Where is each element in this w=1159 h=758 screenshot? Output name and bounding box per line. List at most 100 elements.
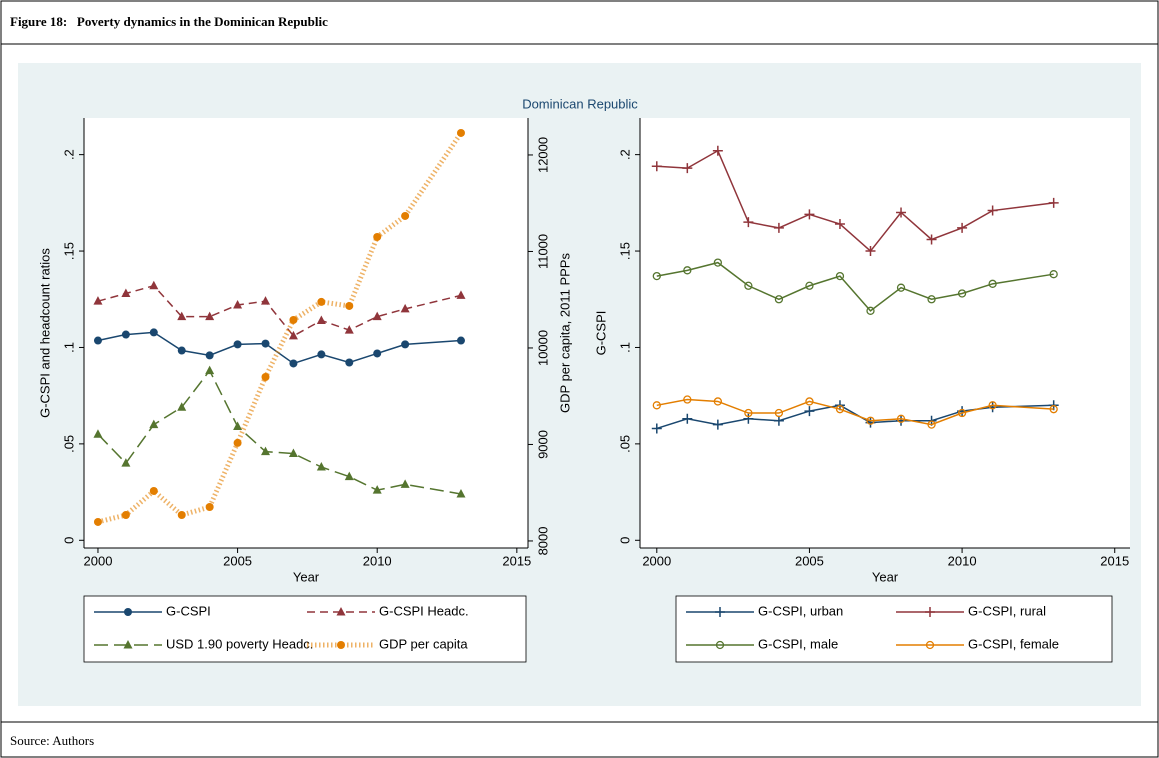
y2-axis-label: GDP per capita, 2011 PPPs (557, 253, 572, 413)
marker (683, 395, 692, 404)
marker (743, 413, 754, 424)
series-line (656, 261, 1054, 312)
marker (344, 471, 354, 481)
marker (651, 423, 662, 434)
x-tick-label: 2015 (502, 553, 531, 568)
marker (1049, 405, 1058, 414)
legend-label: GDP per capita (379, 636, 468, 651)
marker (866, 416, 875, 425)
x-tick-label: 2010 (948, 553, 977, 568)
x-tick-label: 2000 (642, 553, 671, 568)
y2-tick-label: 12000 (535, 137, 550, 173)
plot-area (640, 118, 1130, 548)
marker (957, 289, 967, 298)
y2-tick-label: 8000 (535, 526, 550, 555)
marker (957, 408, 967, 418)
marker (233, 300, 243, 309)
marker (336, 607, 346, 616)
marker (289, 359, 298, 368)
marker (93, 336, 102, 345)
legend-box (675, 595, 1113, 663)
y-tick-label: .1 (617, 342, 632, 353)
y-tick-label: .05 (617, 435, 632, 453)
marker (288, 330, 298, 340)
marker (774, 408, 784, 418)
y-tick-label: 0 (617, 537, 632, 544)
marker (261, 373, 270, 382)
x-tick-label: 2010 (363, 553, 392, 568)
x-axis-label: Year (293, 569, 320, 584)
marker (401, 340, 410, 349)
source-note: Source: Authors (10, 733, 94, 748)
marker (957, 222, 968, 233)
marker (177, 510, 186, 519)
marker (896, 414, 906, 423)
marker (316, 462, 326, 471)
marker (805, 281, 814, 290)
marker (715, 607, 725, 617)
marker (233, 421, 243, 431)
marker (456, 290, 466, 299)
legend-label: G-CSPI, rural (968, 603, 1046, 618)
marker (121, 458, 131, 467)
marker (896, 207, 907, 218)
marker (400, 479, 410, 488)
x-tick-label: 2015 (1100, 553, 1129, 568)
marker (93, 296, 103, 305)
marker (233, 340, 242, 349)
marker (205, 311, 215, 321)
marker (744, 408, 753, 418)
marker (149, 419, 159, 429)
marker (988, 279, 997, 288)
marker (177, 346, 186, 355)
legend-label: G-CSPI, urban (758, 603, 843, 618)
legend-label: G-CSPI Headc. (379, 603, 469, 618)
marker (865, 246, 876, 257)
marker (344, 325, 354, 334)
series-line (656, 398, 1054, 426)
marker (121, 510, 130, 519)
y-tick-label: .15 (61, 242, 76, 260)
marker (925, 607, 935, 617)
marker (93, 517, 102, 526)
marker (804, 406, 815, 417)
marker (774, 295, 784, 304)
y-tick-label: .2 (61, 149, 76, 160)
marker (683, 266, 692, 275)
marker (682, 413, 693, 424)
marker (456, 128, 465, 137)
marker (373, 349, 382, 358)
marker (456, 336, 465, 345)
marker (121, 288, 131, 297)
marker (927, 420, 936, 429)
marker (652, 401, 661, 410)
marker (834, 219, 845, 230)
marker (373, 232, 382, 241)
marker (289, 315, 298, 324)
marker (261, 339, 270, 348)
marker (124, 608, 132, 616)
marker (651, 161, 662, 172)
legend-box (83, 595, 527, 663)
marker (805, 397, 814, 406)
marker (93, 429, 103, 438)
marker (456, 489, 466, 498)
marker (205, 351, 214, 360)
marker (123, 640, 133, 649)
marker (372, 485, 382, 494)
legend-label: G-CSPI, female (968, 636, 1059, 651)
marker (372, 311, 382, 321)
x-tick-label: 2000 (84, 553, 113, 568)
marker (1048, 197, 1059, 208)
marker (713, 397, 723, 406)
marker (987, 205, 998, 216)
marker (713, 258, 723, 267)
x-axis-label: Year (872, 569, 899, 584)
marker (804, 209, 815, 220)
marker (400, 303, 410, 313)
y2-tick-label: 9000 (535, 430, 550, 459)
marker (1049, 270, 1058, 279)
marker (121, 330, 130, 339)
marker (712, 145, 723, 156)
